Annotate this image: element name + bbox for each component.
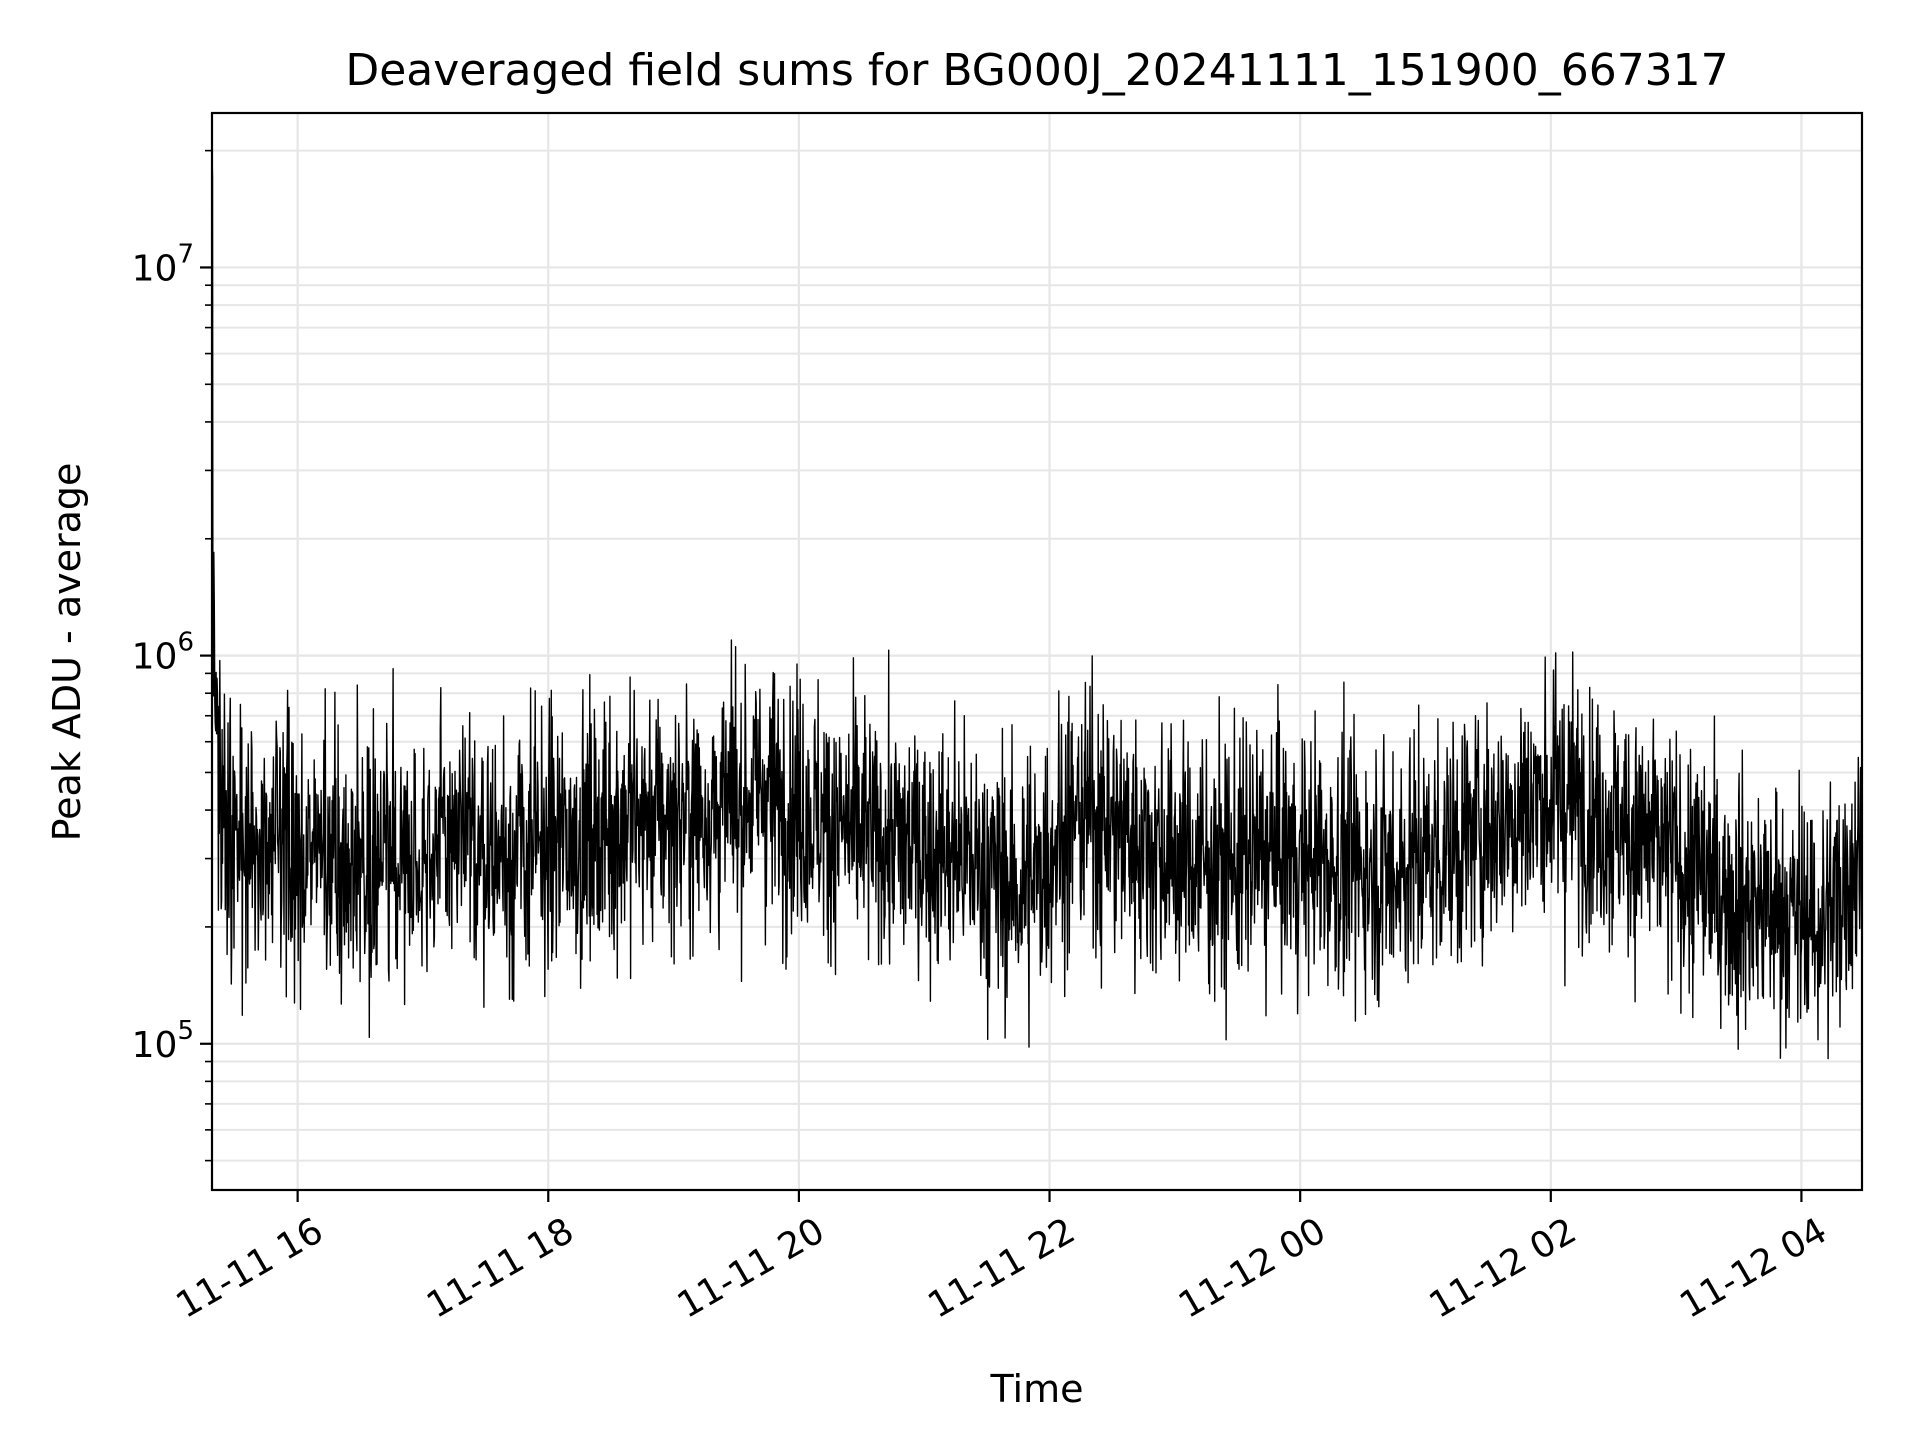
chart-title: Deaveraged field sums for BG000J_2024111… [345,45,1728,96]
series-trace [211,150,1863,1060]
y-tick-label: 105 [132,1016,194,1066]
series-line [211,150,1863,1060]
plot-frame [210,111,1864,1192]
y-axis-label: Peak ADU - average [45,463,89,842]
y-axis: 105 106 107 [132,149,212,1162]
y-tick-label: 106 [132,628,194,678]
x-axis-label: Time [990,1367,1084,1411]
y-tick-label: 107 [132,239,194,289]
